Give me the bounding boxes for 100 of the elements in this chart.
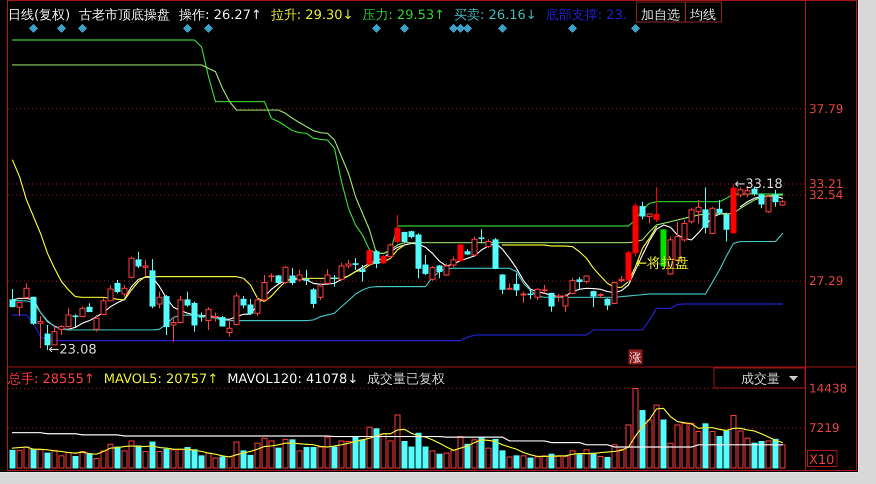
candlestick [304, 269, 310, 286]
candlestick [612, 281, 618, 305]
candlestick [702, 186, 708, 234]
y-tick-label: 37.79 [809, 102, 844, 116]
candlestick [128, 256, 134, 279]
bar [86, 454, 92, 468]
candlestick [72, 314, 78, 328]
text: 压力: 29.53↑ [362, 8, 446, 23]
bar [10, 450, 16, 468]
candlestick [114, 279, 120, 294]
bar [276, 448, 282, 468]
bar [590, 452, 596, 468]
candlestick [122, 284, 128, 298]
bar [576, 454, 582, 468]
candlestick [388, 242, 394, 259]
candlestick [268, 272, 274, 282]
candlestick [332, 274, 338, 288]
candlestick [226, 319, 232, 338]
text: 底部支撑: 23. [546, 8, 627, 23]
candlestick [276, 274, 282, 284]
text: MAVOL120: 41078↓ [227, 372, 358, 387]
candlestick [646, 212, 652, 224]
candlestick [548, 292, 554, 312]
candlestick [772, 189, 778, 208]
candlestick [10, 288, 16, 308]
candlestick [44, 324, 50, 351]
candlestick [520, 291, 526, 304]
bar [290, 439, 296, 468]
bar [640, 410, 646, 468]
annotation: 成交量已复权 [367, 371, 446, 387]
candlestick [220, 316, 226, 328]
bar [164, 448, 170, 468]
candlestick [436, 264, 442, 279]
annotation: 均线 [688, 8, 716, 23]
bar [514, 455, 520, 468]
bar [478, 436, 484, 468]
bar [156, 450, 162, 468]
text: 日线(复权) [8, 8, 70, 23]
bar [584, 449, 590, 468]
candlestick [766, 194, 772, 214]
candlestick [604, 298, 610, 310]
candlestick [86, 302, 92, 312]
bar [436, 454, 442, 468]
candlestick [380, 254, 386, 265]
candlestick [514, 272, 520, 296]
candlestick [156, 291, 162, 309]
bar [30, 448, 36, 468]
text: 买卖: 26.16↓ [454, 8, 537, 23]
candlestick [730, 184, 736, 234]
candlestick [458, 244, 464, 262]
line-series [12, 303, 784, 342]
candlestick [296, 269, 302, 282]
candlestick [618, 275, 624, 284]
bar [150, 442, 156, 468]
annotation: 成交量 [741, 371, 780, 387]
candlestick [360, 264, 366, 282]
line-series [12, 432, 784, 448]
text: MAVOL5: 20757↑ [104, 372, 218, 387]
candlestick [780, 199, 786, 206]
candlestick [492, 238, 498, 270]
text: 总手: 28555↑ [7, 372, 95, 387]
bar [220, 456, 226, 468]
candlestick [584, 274, 590, 284]
bar [766, 440, 772, 468]
candlestick [150, 258, 156, 309]
candlestick [80, 306, 86, 318]
y-tick-label: 7219 [809, 421, 840, 436]
bar [604, 457, 610, 468]
candlestick [478, 228, 484, 244]
candlestick [472, 236, 478, 256]
text: 古老市顶底操盘 [79, 8, 170, 23]
bar [528, 458, 534, 468]
candlestick [430, 265, 436, 282]
candlestick [374, 249, 380, 269]
candlestick [576, 276, 582, 290]
candlestick [598, 292, 604, 299]
candlestick [234, 292, 240, 326]
text: 操作: 26.27↑ [179, 8, 262, 23]
bar [702, 423, 708, 468]
bar [548, 454, 554, 468]
line-series [12, 408, 784, 458]
candlestick [724, 212, 730, 242]
bar [780, 444, 786, 468]
bar [332, 446, 338, 468]
bar [80, 450, 86, 468]
candlestick [444, 262, 450, 276]
candlestick [16, 301, 22, 317]
candlestick [528, 288, 534, 300]
text: ←33.18 [734, 176, 783, 192]
bar [296, 450, 302, 468]
candlestick [52, 324, 58, 346]
candlestick [654, 186, 660, 222]
annotation: 加自选 [640, 8, 680, 23]
candlestick [24, 282, 30, 299]
candlestick [590, 290, 596, 308]
bar [142, 450, 148, 468]
candlestick [640, 201, 646, 220]
data-label: 涨 [630, 350, 642, 364]
candlestick [290, 268, 296, 286]
candlestick [450, 256, 456, 268]
